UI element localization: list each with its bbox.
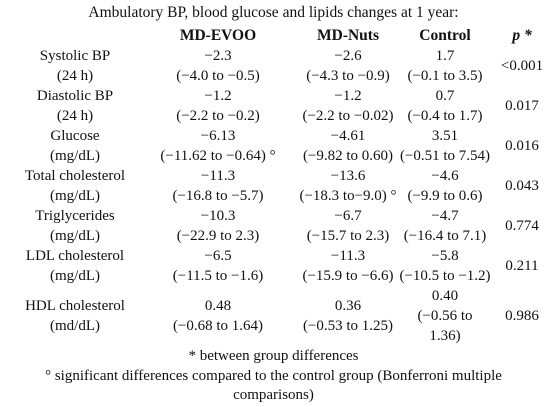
cell-md-nuts: −13.6 (−18.3 to−9.0) ° xyxy=(299,168,397,204)
table-row-triglycerides: Triglycerides (mg/dL) −10.3 (−22.9 to 2.… xyxy=(0,206,547,246)
row-label: Glucose (mg/dL) xyxy=(50,128,100,164)
cell-md-nuts: −11.3 (−15.9 to −6.6) xyxy=(302,248,394,284)
cell-p-value: 0.016 xyxy=(505,138,539,154)
cell-md-evoo: −1.2 (−2.2 to −0.2) xyxy=(176,88,260,124)
cell-md-evoo: −2.3 (−4.0 to −0.5) xyxy=(176,48,260,84)
cell-md-nuts: 0.36 (−0.53 to 1.25) xyxy=(302,298,394,334)
table-row-glucose: Glucose (mg/dL) −6.13 (−11.62 to −0.64) … xyxy=(0,126,547,166)
footnote-between-group: * between group differences xyxy=(188,348,359,364)
header-p-value: p * xyxy=(512,27,532,44)
cell-p-value: 0.043 xyxy=(505,178,539,194)
cell-md-evoo: −6.13 (−11.62 to −0.64) ° xyxy=(160,128,276,164)
row-label: Systolic BP (24 h) xyxy=(39,48,111,84)
cell-control: 1.7 (−0.1 to 3.5) xyxy=(407,48,483,84)
header-md-nuts: MD-Nuts xyxy=(317,27,379,44)
table-row-total-cholesterol: Total cholesterol (mg/dL) −11.3 (−16.8 t… xyxy=(0,166,547,206)
cell-md-evoo: −10.3 (−22.9 to 2.3) xyxy=(176,208,260,244)
table-row-ldl-cholesterol: LDL cholesterol (mg/dL) −6.5 (−11.5 to −… xyxy=(0,246,547,286)
cell-control: −4.6 (−9.9 to 0.6) xyxy=(407,168,483,204)
cell-p-value: 0.017 xyxy=(505,98,539,114)
table-row-diastolic-bp: Diastolic BP (24 h) −1.2 (−2.2 to −0.2) … xyxy=(0,86,547,126)
table-title: Ambulatory BP, blood glucose and lipids … xyxy=(88,4,459,21)
cell-control: −5.8 (−10.5 to −1.2) xyxy=(399,248,491,284)
table-row-systolic-bp: Systolic BP (24 h) −2.3 (−4.0 to −0.5) −… xyxy=(0,46,547,86)
footnote-significant-line1: ° significant differences compared to th… xyxy=(45,368,502,384)
cell-md-nuts: −1.2 (−2.2 to −0.02) xyxy=(302,88,394,124)
cell-md-nuts: −6.7 (−15.7 to 2.3) xyxy=(306,208,390,244)
cell-control: 0.7 (−0.4 to 1.7) xyxy=(407,88,483,124)
cell-p-value: <0.001 xyxy=(500,58,544,74)
table-row-hdl-cholesterol: HDL cholesterol (md/dL) 0.48 (−0.68 to 1… xyxy=(0,286,547,346)
header-md-evoo: MD-EVOO xyxy=(179,27,257,44)
cell-control: 0.40 (−0.56 to 1.36) xyxy=(417,288,473,344)
row-label: Triglycerides (mg/dL) xyxy=(35,208,115,244)
cell-control: 3.51 (−0.51 to 7.54) xyxy=(399,128,491,164)
cell-md-evoo: −11.3 (−16.8 to −5.7) xyxy=(172,168,264,204)
cell-p-value: 0.774 xyxy=(505,218,539,234)
cell-control: −4.7 (−16.4 to 7.1) xyxy=(403,208,487,244)
cell-md-evoo: 0.48 (−0.68 to 1.64) xyxy=(172,298,264,334)
cell-p-value: 0.211 xyxy=(505,258,539,274)
cell-md-evoo: −6.5 (−11.5 to −1.6) xyxy=(172,248,264,284)
row-label: LDL cholesterol (mg/dL) xyxy=(25,248,125,284)
row-label: HDL cholesterol (md/dL) xyxy=(25,298,125,334)
cell-md-nuts: −4.61 (−9.82 to 0.60) xyxy=(302,128,394,164)
cell-md-nuts: −2.6 (−4.3 to −0.9) xyxy=(306,48,390,84)
footnote-significant-line2: comparisons) xyxy=(233,387,314,403)
row-label: Total cholesterol (mg/dL) xyxy=(24,168,126,204)
header-control: Control xyxy=(419,27,471,44)
row-label: Diastolic BP (24 h) xyxy=(36,88,114,124)
cell-p-value: 0.986 xyxy=(505,308,539,324)
